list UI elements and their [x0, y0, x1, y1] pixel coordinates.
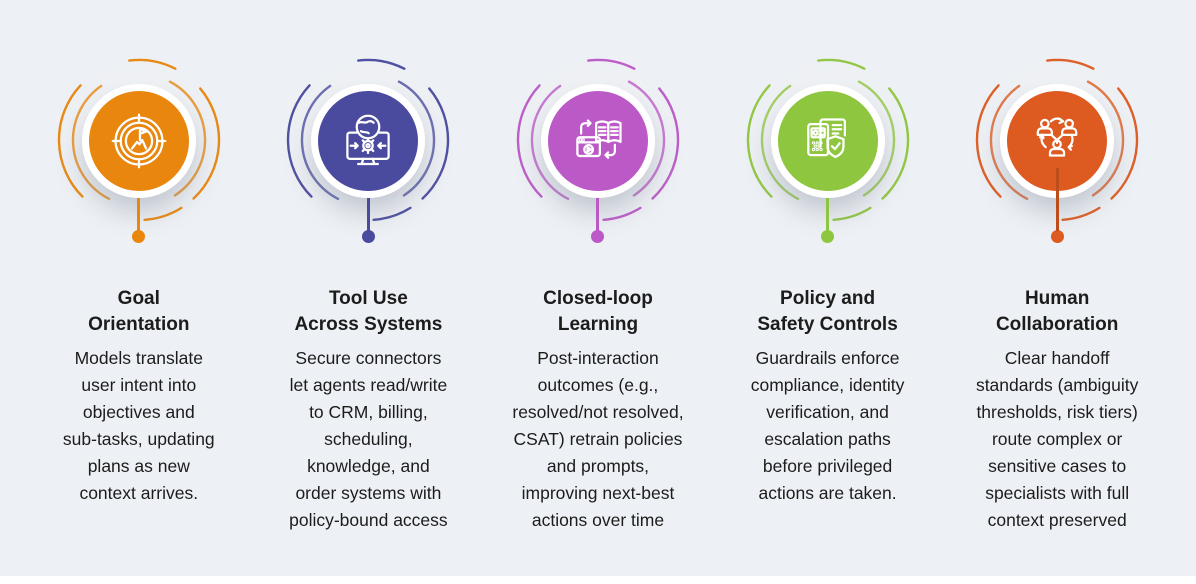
- policy-shield-icon: [798, 111, 858, 171]
- decorative-arcs: [746, 58, 909, 222]
- feature-card: Human Collaboration Clear handoff standar…: [942, 0, 1172, 534]
- icon-badge: [81, 84, 196, 198]
- people-cycle-icon: [1027, 111, 1087, 171]
- feature-card: Policy and Safety Controls Guardrails enf…: [713, 0, 943, 534]
- book-learning-loop-icon: [568, 111, 628, 171]
- connector-line: [596, 198, 600, 231]
- connector-dot: [591, 230, 605, 243]
- decorative-arcs: [57, 58, 220, 222]
- icon-badge: [540, 84, 655, 198]
- decorative-arcs: [976, 58, 1139, 222]
- card-title: Tool Use Across Systems: [294, 288, 443, 335]
- monitor-globe-gear-icon: [338, 111, 398, 171]
- feature-card: Closed-loop Learning Post-interaction out…: [483, 0, 713, 534]
- connector-line: [137, 198, 141, 231]
- icon-area: [257, 0, 479, 252]
- connector-dot: [821, 230, 835, 243]
- icon-area: [487, 0, 709, 252]
- card-description: Secure connectors let agents read/write …: [289, 348, 448, 530]
- icon-badge: [311, 84, 426, 198]
- icon-badge: [770, 84, 885, 198]
- goal-target-icon: [109, 111, 169, 171]
- card-description: Clear handoff standards (ambiguity thres…: [975, 348, 1139, 530]
- connector-dot: [361, 230, 375, 243]
- decorative-arcs: [516, 58, 680, 222]
- connector-dot: [132, 230, 146, 243]
- card-description: Models translate user intent into object…: [62, 348, 215, 503]
- connector-line: [1055, 168, 1059, 231]
- icon-area: [946, 0, 1168, 252]
- card-title: Human Collaboration: [995, 288, 1119, 335]
- card-description: Post-interaction outcomes (e.g., resolve…: [512, 348, 684, 530]
- icon-area: [28, 0, 250, 252]
- card-title: Goal Orientation: [88, 288, 190, 335]
- bottom-bar: [0, 576, 1196, 584]
- connector-line: [366, 198, 370, 231]
- feature-card: Goal Orientation Models translate user in…: [24, 0, 254, 534]
- card-title: Policy and Safety Controls: [757, 288, 898, 335]
- feature-columns: Goal Orientation Models translate user in…: [24, 0, 1172, 534]
- connector-line: [826, 198, 830, 231]
- connector-dot: [1050, 230, 1064, 243]
- icon-area: [717, 0, 939, 252]
- card-title: Closed-loop Learning: [543, 288, 653, 335]
- card-description: Guardrails enforce compliance, identity …: [750, 348, 905, 503]
- decorative-arcs: [287, 58, 450, 222]
- feature-card: Tool Use Across Systems Secure connectors…: [254, 0, 484, 534]
